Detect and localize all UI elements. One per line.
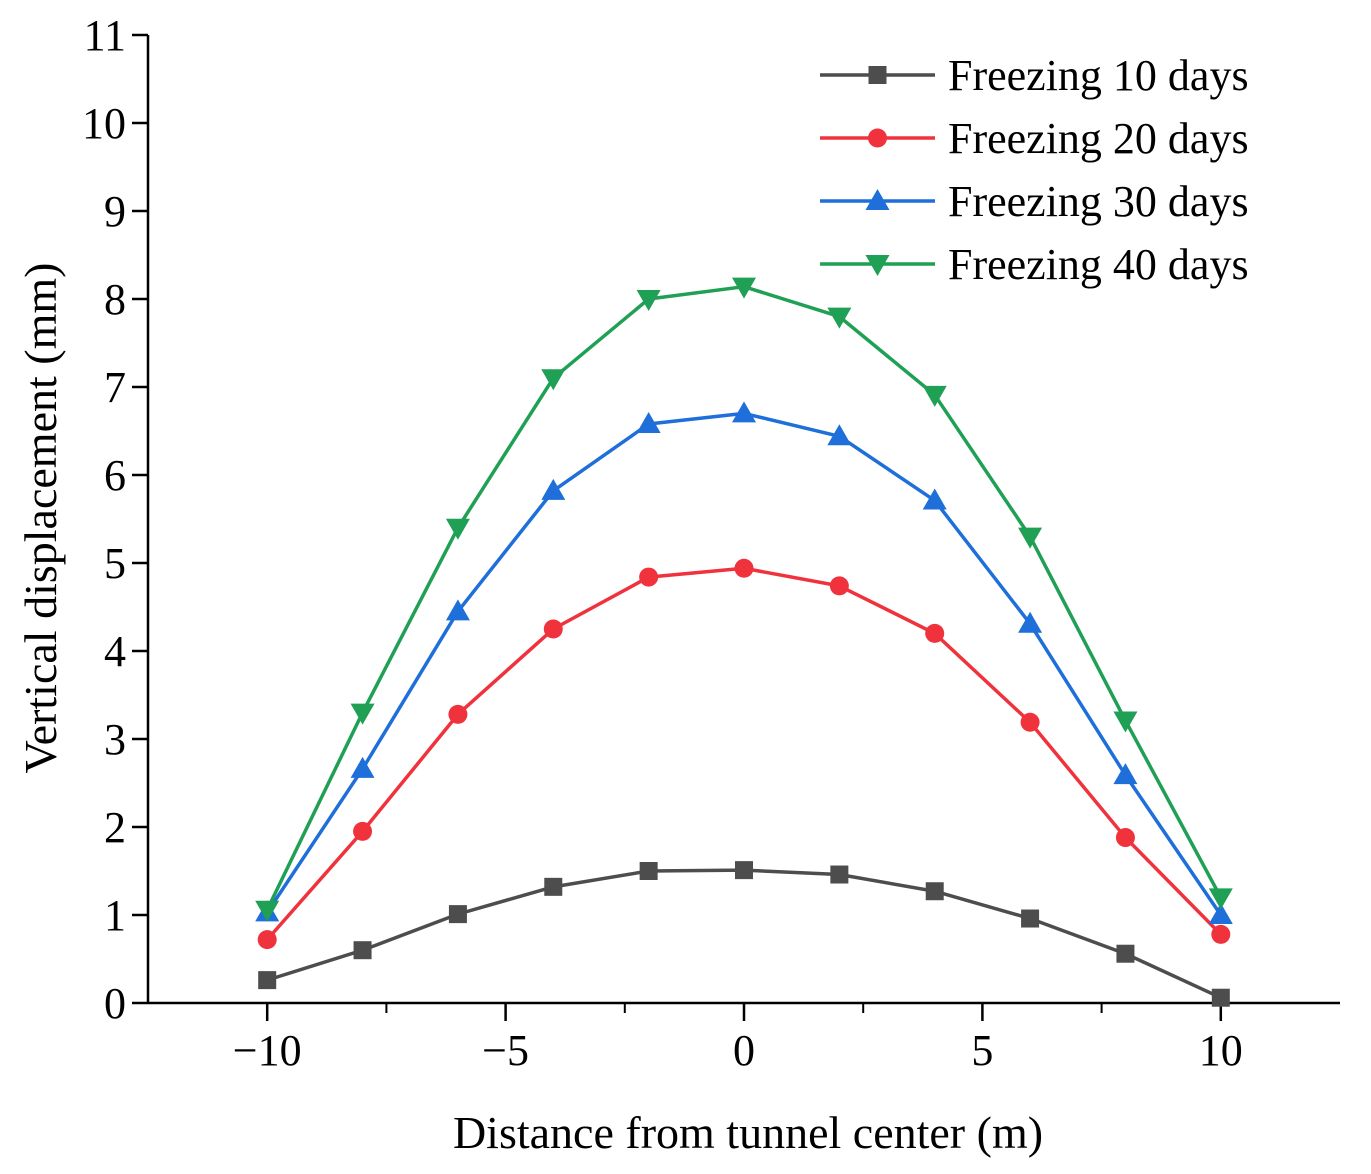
data-point xyxy=(445,599,470,621)
data-point xyxy=(1208,903,1233,924)
y-tick-label: 11 xyxy=(84,11,126,60)
data-point xyxy=(448,704,468,724)
data-point xyxy=(445,518,470,540)
data-point xyxy=(1020,712,1040,732)
data-point xyxy=(353,821,373,841)
data-point xyxy=(639,567,659,587)
legend-item-1: Freezing 10 days xyxy=(820,51,1249,100)
data-point xyxy=(541,369,566,391)
legend-label: Freezing 40 days xyxy=(948,240,1249,289)
data-point xyxy=(732,277,756,299)
series-3 xyxy=(255,401,1233,924)
x-tick-label: −10 xyxy=(233,1026,302,1075)
data-point xyxy=(1113,763,1138,785)
data-point xyxy=(1208,888,1233,910)
y-tick-label: 0 xyxy=(104,979,126,1028)
x-axis-label: Distance from tunnel center (m) xyxy=(453,1107,1043,1158)
y-tick-label: 5 xyxy=(104,539,126,588)
data-point xyxy=(639,862,658,880)
data-point xyxy=(541,478,566,500)
series-1 xyxy=(258,861,1230,1007)
y-tick-label: 4 xyxy=(104,627,126,676)
legend: Freezing 10 days Freezing 20 days Freezing… xyxy=(820,51,1249,289)
axes: −10 −5 0 5 10 0 1 2 3 4 5 6 7 8 9 10 11 xyxy=(82,11,1340,1075)
data-point xyxy=(829,576,849,596)
legend-label: Freezing 10 days xyxy=(948,51,1249,100)
data-point xyxy=(1018,611,1043,633)
data-point xyxy=(734,558,754,578)
data-point xyxy=(448,905,467,924)
x-tick-label: 0 xyxy=(733,1026,755,1075)
data-point xyxy=(732,401,756,423)
data-point xyxy=(1211,988,1230,1007)
data-point xyxy=(827,307,852,329)
legend-marker xyxy=(868,128,887,148)
data-point xyxy=(1211,924,1231,944)
series-line xyxy=(265,284,1223,911)
data-point xyxy=(257,930,277,950)
data-point xyxy=(925,623,945,643)
legend-item-2: Freezing 20 days xyxy=(820,114,1249,163)
data-point xyxy=(735,861,753,880)
data-point xyxy=(636,290,661,311)
data-point xyxy=(922,385,947,407)
data-point xyxy=(543,619,563,639)
y-tick-label: 3 xyxy=(104,715,126,764)
series-line xyxy=(265,411,1223,916)
series-4 xyxy=(255,277,1233,922)
y-axis-label: Vertical displacement (mm) xyxy=(15,263,66,774)
x-tick-label: 10 xyxy=(1199,1026,1243,1075)
y-tick-label: 7 xyxy=(104,363,126,412)
data-point xyxy=(830,865,849,884)
x-tick-label: 5 xyxy=(971,1026,993,1075)
series-layer xyxy=(255,277,1233,1007)
data-point xyxy=(353,941,372,960)
legend-marker xyxy=(868,66,887,84)
data-point xyxy=(544,877,563,896)
y-tick-label: 6 xyxy=(104,451,126,500)
y-tick-label: 9 xyxy=(104,187,126,236)
data-point xyxy=(636,411,661,433)
data-point xyxy=(827,424,852,446)
series-2 xyxy=(257,558,1231,950)
data-point xyxy=(1115,828,1135,848)
data-point xyxy=(1021,909,1040,928)
data-point xyxy=(925,882,944,901)
data-point xyxy=(1116,944,1135,963)
legend-label: Freezing 30 days xyxy=(948,177,1249,226)
x-tick-label: −5 xyxy=(482,1026,529,1075)
data-point xyxy=(1018,527,1043,549)
y-tick-label: 2 xyxy=(104,803,126,852)
data-point xyxy=(1113,711,1138,733)
legend-label: Freezing 20 days xyxy=(948,114,1249,163)
legend-item-3: Freezing 30 days xyxy=(820,177,1249,226)
data-point xyxy=(258,971,277,990)
series-line xyxy=(266,868,1222,1000)
data-point xyxy=(350,703,375,725)
y-tick-label: 10 xyxy=(82,99,126,148)
data-point xyxy=(922,488,947,510)
data-point xyxy=(350,756,375,778)
legend-marker xyxy=(865,255,890,276)
data-point xyxy=(255,900,280,922)
y-tick-label: 1 xyxy=(104,891,126,940)
legend-marker xyxy=(865,189,890,210)
legend-item-4: Freezing 40 days xyxy=(820,240,1249,289)
y-tick-label: 8 xyxy=(104,275,126,324)
